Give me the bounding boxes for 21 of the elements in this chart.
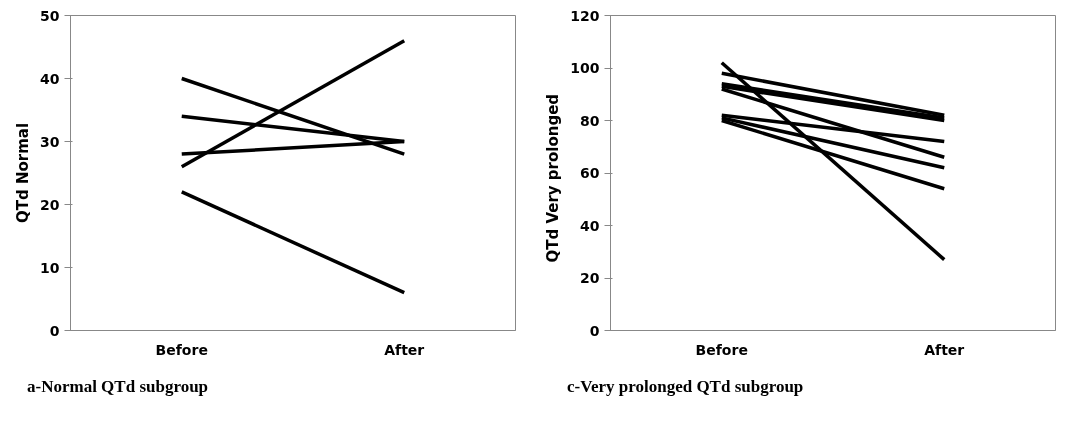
y-axis-title: QTd Normal xyxy=(14,122,33,224)
y-tick-label: 10 xyxy=(40,259,60,276)
x-tick-label: Before xyxy=(155,341,208,358)
text: a-Normal QTd subgroup xyxy=(26,376,209,398)
y-tick-label: 0 xyxy=(589,322,600,339)
y-tick-label: 50 xyxy=(40,7,60,24)
x-tick-label: After xyxy=(384,341,425,358)
text: c-Very prolonged QTd subgroup xyxy=(566,376,804,398)
y-tick-label: 80 xyxy=(580,112,600,129)
y-tick-label: 20 xyxy=(580,270,600,286)
y-tick-label: 40 xyxy=(40,70,60,87)
x-tick-label: Before xyxy=(695,341,748,358)
y-axis-title: QTd Very prolonged xyxy=(544,93,563,263)
x-tick-label: After xyxy=(924,341,965,358)
y-tick-label: 40 xyxy=(580,217,600,234)
y-tick-label: 100 xyxy=(570,60,600,76)
y-tick-label: 60 xyxy=(580,165,600,181)
y-tick-label: 20 xyxy=(40,196,60,213)
y-tick-label: 30 xyxy=(40,133,60,150)
y-tick-label: 120 xyxy=(570,7,600,24)
y-tick-label: 0 xyxy=(49,322,60,339)
